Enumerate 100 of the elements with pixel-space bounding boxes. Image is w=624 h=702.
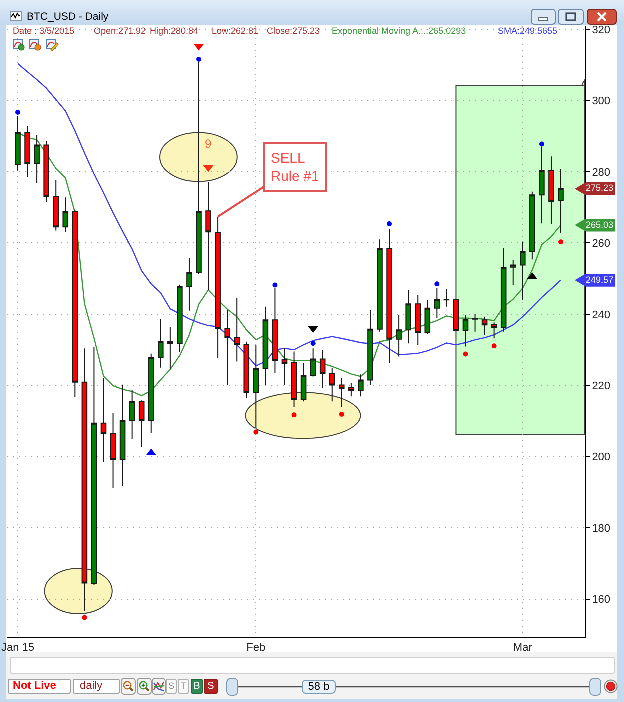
candlestick	[424, 300, 431, 334]
candlestick	[472, 314, 478, 332]
candlestick	[377, 239, 383, 332]
candlestick	[138, 400, 145, 448]
candlestick	[548, 156, 554, 224]
candlestick	[91, 346, 98, 586]
status-field: Not Live	[8, 679, 71, 694]
annotation: High:280.84	[150, 26, 199, 37]
candlestick	[224, 310, 230, 386]
annotation: Close:275.23	[267, 26, 320, 37]
candlestick	[158, 318, 164, 368]
point	[16, 110, 20, 116]
point	[272, 282, 278, 288]
y-tick-label: 160	[592, 594, 611, 606]
candlestick	[386, 228, 392, 364]
y-tick-label: 180	[592, 522, 611, 535]
candlestick	[434, 288, 440, 319]
candlestick	[44, 140, 50, 203]
y-tick-label: 220	[592, 380, 611, 392]
candlestick	[177, 284, 183, 353]
candlestick	[53, 180, 60, 232]
candlestick	[253, 344, 260, 429]
candlestick	[234, 298, 240, 362]
candlestick	[453, 298, 460, 332]
candlestick	[396, 314, 402, 358]
point	[539, 142, 544, 147]
point	[254, 430, 259, 435]
annotation: 275.23	[575, 182, 616, 196]
candlestick	[129, 390, 136, 440]
candlestick	[339, 378, 345, 408]
point	[558, 240, 564, 245]
candlestick	[415, 294, 422, 346]
candlestick	[34, 134, 40, 184]
candlestick	[291, 351, 298, 408]
candlestick	[215, 216, 221, 360]
candlestick	[148, 353, 154, 434]
annotation: Open:271.92	[94, 26, 146, 37]
y-tick-label: 280	[592, 166, 611, 179]
candlestick	[62, 197, 69, 234]
candlestick	[300, 363, 307, 402]
candlestick	[82, 348, 88, 612]
candlestick	[444, 288, 450, 308]
candlestick	[282, 348, 288, 386]
candlestick	[72, 210, 78, 398]
y-tick-label: 200	[592, 452, 611, 464]
candlestick	[558, 168, 564, 234]
line-series	[17, 63, 562, 367]
candlestick	[244, 341, 250, 399]
annotation: 249.57	[575, 274, 616, 287]
candlestick	[530, 191, 536, 260]
button: T	[178, 679, 189, 694]
x-tick-label: Feb	[246, 642, 266, 654]
candlestick	[500, 248, 507, 332]
candlestick	[100, 378, 107, 464]
candlestick	[510, 260, 516, 286]
annotation: Low:262.81	[212, 26, 259, 37]
point	[463, 352, 468, 357]
candlestick	[491, 322, 498, 340]
annotation: 9	[205, 137, 212, 151]
x-tick-label: Mar	[513, 642, 533, 654]
candlestick	[358, 374, 364, 398]
annotation: SELL Rule #1	[271, 150, 320, 184]
candlestick	[24, 126, 30, 178]
candlestick	[120, 384, 126, 487]
text: SMA:249.5655	[498, 26, 558, 37]
candlestick	[329, 368, 336, 402]
x-tick-label: Jan 15	[1, 642, 35, 654]
candlestick	[272, 288, 278, 374]
candlestick	[368, 310, 374, 386]
point	[434, 282, 440, 287]
text: Exponential Moving A...:265.0293	[332, 26, 466, 37]
button: S	[166, 679, 177, 694]
point	[492, 344, 497, 349]
point	[339, 412, 344, 417]
candlestick	[110, 412, 116, 490]
candlestick	[520, 241, 526, 301]
point	[387, 221, 392, 226]
y-tick-label: 240	[592, 309, 611, 322]
candlestick	[310, 348, 316, 378]
candlestick	[206, 181, 212, 291]
candlestick	[482, 316, 488, 336]
button: B	[191, 679, 203, 694]
y-tick-label: 300	[592, 96, 611, 108]
point	[196, 56, 202, 62]
candlestick	[462, 314, 469, 348]
candlestick	[186, 258, 192, 312]
candlestick	[348, 382, 354, 398]
button: S	[204, 679, 218, 694]
candlestick	[168, 326, 174, 370]
point	[292, 412, 297, 418]
slider-thumb: 58 b	[302, 680, 336, 694]
annotation: Date : 3/5/2015	[13, 26, 75, 37]
point	[82, 615, 88, 620]
candlestick	[15, 116, 21, 172]
annotation: 265.03	[575, 218, 616, 232]
candlestick	[406, 290, 412, 344]
y-tick-label: 320	[592, 24, 611, 36]
candlestick	[320, 350, 326, 389]
point	[310, 341, 316, 346]
dropdown: daily	[73, 679, 120, 694]
